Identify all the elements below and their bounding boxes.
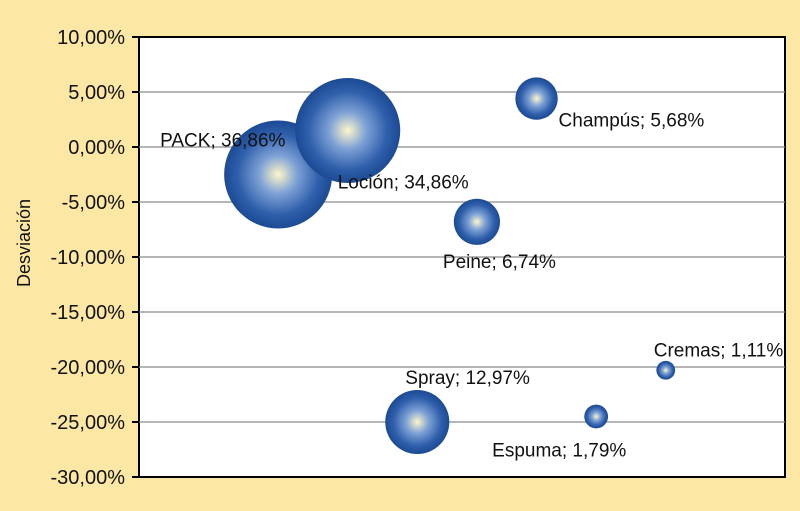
y-tick-label: -20,00% xyxy=(51,357,126,379)
bubbles xyxy=(224,77,676,455)
bubble-spray xyxy=(385,389,450,455)
data-label-spray: Spray; 12,97% xyxy=(405,368,530,389)
bubble-espuma xyxy=(584,404,609,429)
y-axis-title: Desviación xyxy=(14,199,34,287)
y-tick-label: -30,00% xyxy=(51,467,126,489)
y-tick-label: 5,00% xyxy=(68,82,125,104)
y-tick-label: 10,00% xyxy=(57,27,125,49)
bubble-cremas xyxy=(656,360,676,380)
data-label-pack: PACK; 36,86% xyxy=(160,131,285,152)
bubble-champus xyxy=(515,77,558,120)
data-label-cremas: Cremas; 1,11% xyxy=(654,340,784,361)
data-label-locion: Loción; 34,86% xyxy=(338,173,469,194)
bubble-labels: PACK; 36,86% Loción; 34,86% Champús; 5,68%… xyxy=(160,111,783,462)
y-axis-ticks: 10,00% 5,00% 0,00% -5,00% -10,00% -15,00% -20,… xyxy=(51,27,139,489)
bubble-peine xyxy=(453,198,500,245)
data-label-espuma: Espuma; 1,79% xyxy=(492,441,626,462)
data-label-peine: Peine; 6,74% xyxy=(443,252,556,273)
y-tick-label: -25,00% xyxy=(51,412,126,434)
y-tick-label: -5,00% xyxy=(62,192,126,214)
bubble-locion xyxy=(295,77,401,184)
y-tick-label: -10,00% xyxy=(51,247,126,269)
y-tick-label: 0,00% xyxy=(68,137,125,159)
data-label-champus: Champús; 5,68% xyxy=(559,111,705,132)
y-tick-label: -15,00% xyxy=(51,302,126,324)
